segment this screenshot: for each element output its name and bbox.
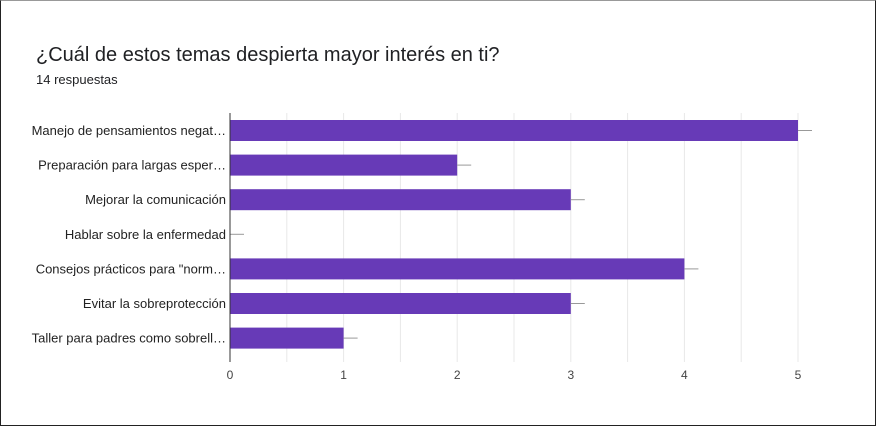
x-tick-label: 5: [795, 368, 802, 382]
category-label: Preparación para largas esper…: [38, 158, 226, 173]
bar: [230, 293, 571, 314]
category-label: Manejo de pensamientos negat…: [32, 123, 226, 138]
x-tick-label: 4: [681, 368, 688, 382]
category-label: Evitar la sobreprotección: [83, 296, 226, 311]
response-count: 14 respuestas: [36, 72, 118, 87]
bar: [230, 154, 458, 176]
x-tick-label: 2: [454, 368, 461, 382]
chart-title: ¿Cuál de estos temas despierta mayor int…: [36, 44, 500, 66]
category-label: Mejorar la comunicación: [85, 192, 226, 207]
x-tick-label: 0: [227, 368, 234, 382]
category-label: Consejos prácticos para "norm…: [36, 261, 226, 276]
bar: [230, 189, 571, 211]
category-label: Taller para padres como sobrell…: [32, 331, 226, 346]
x-tick-label: 3: [567, 368, 574, 382]
bar: [230, 258, 685, 280]
bar: [230, 327, 344, 349]
category-label: Hablar sobre la enfermedad: [65, 227, 226, 242]
bar: [230, 120, 798, 141]
x-tick-label: 1: [340, 368, 347, 382]
